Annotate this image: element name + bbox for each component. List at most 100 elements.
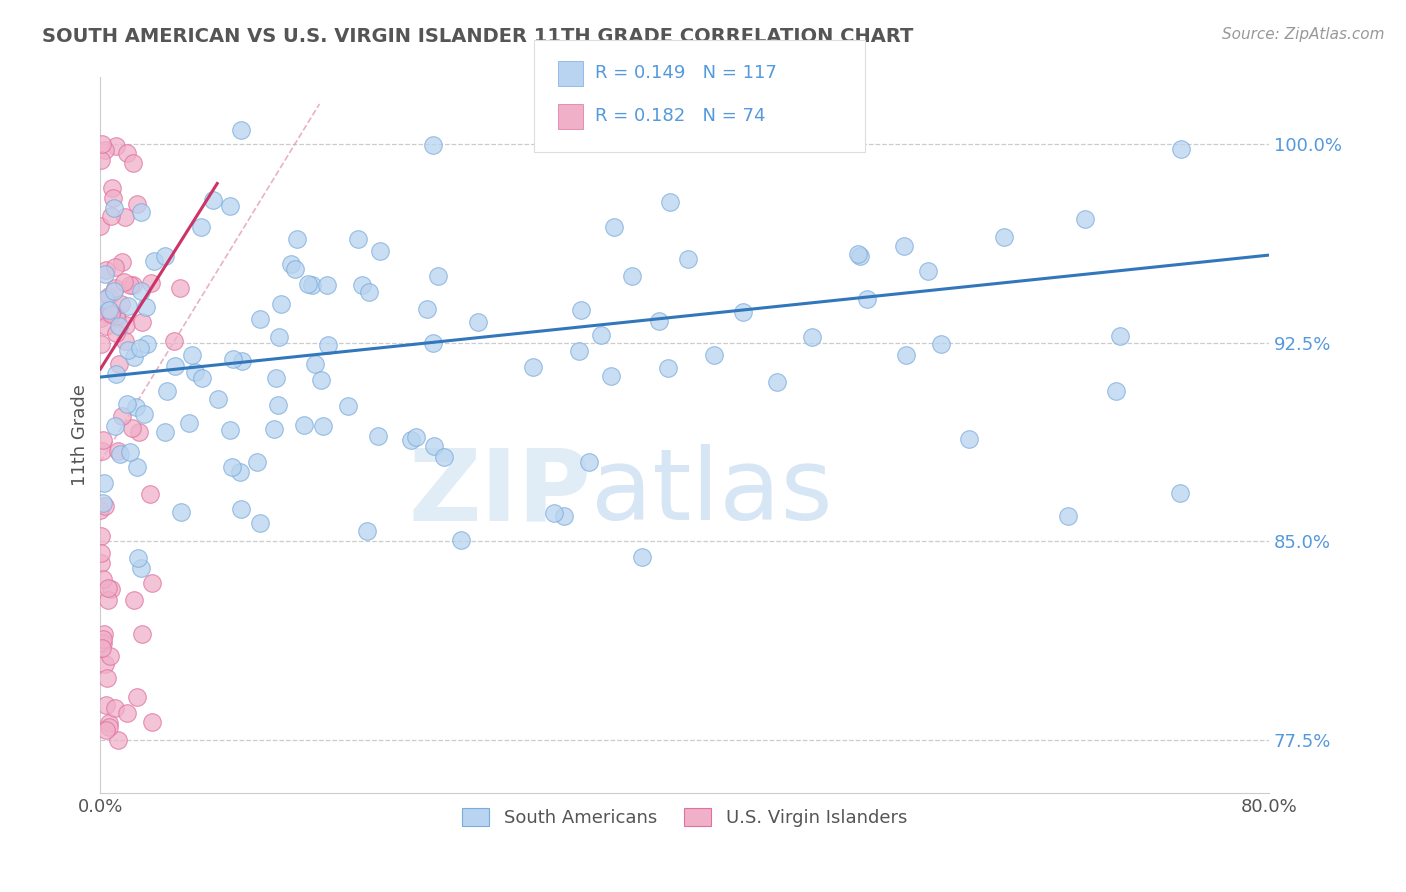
Point [100, 306, 122, 320]
Point [467, 316, 489, 330]
Point [222, 352, 245, 367]
Point [229, 501, 252, 516]
Point [153, 249, 176, 263]
Point [190, 219, 212, 234]
Point [648, 314, 671, 328]
Point [368, 244, 391, 259]
Point [415, 301, 437, 316]
Point [399, 433, 422, 447]
Point [356, 524, 378, 538]
Point [93, 627, 115, 641]
Point [129, 284, 152, 298]
Point [117, 299, 139, 313]
Point [731, 305, 754, 319]
Point [104, 260, 127, 275]
Point [93, 293, 115, 308]
Point [122, 278, 145, 293]
Point [107, 310, 129, 325]
Point [115, 146, 138, 161]
Point [120, 277, 142, 292]
Point [294, 418, 316, 433]
Point [97, 303, 120, 318]
Point [90, 337, 112, 351]
Point [957, 432, 980, 446]
Text: ZIP: ZIP [408, 444, 591, 541]
Point [104, 418, 127, 433]
Point [568, 344, 591, 359]
Point [103, 281, 125, 295]
Point [231, 354, 253, 368]
Point [631, 550, 654, 565]
Text: R = 0.149   N = 117: R = 0.149 N = 117 [595, 64, 776, 82]
Point [264, 371, 287, 385]
Point [122, 592, 145, 607]
Point [93, 292, 115, 306]
Point [263, 422, 285, 436]
Point [96, 671, 118, 685]
Point [91, 495, 114, 509]
Point [249, 311, 271, 326]
Point [124, 401, 146, 415]
Point [703, 348, 725, 362]
Point [122, 156, 145, 170]
Point [367, 429, 389, 443]
Text: Source: ZipAtlas.com: Source: ZipAtlas.com [1222, 27, 1385, 42]
Point [98, 720, 121, 734]
Point [107, 733, 129, 747]
Point [91, 641, 114, 656]
Point [297, 277, 319, 291]
Point [603, 219, 626, 234]
Point [893, 239, 915, 253]
Point [177, 416, 200, 430]
Point [522, 359, 544, 374]
Point [129, 205, 152, 219]
Point [422, 336, 444, 351]
Point [1170, 142, 1192, 156]
Point [107, 319, 129, 334]
Point [115, 318, 138, 333]
Point [856, 292, 879, 306]
Point [135, 301, 157, 315]
Point [269, 329, 291, 343]
Point [107, 443, 129, 458]
Point [103, 701, 125, 715]
Point [191, 371, 214, 385]
Point [111, 255, 134, 269]
Point [115, 397, 138, 411]
Point [229, 123, 252, 137]
Point [207, 392, 229, 406]
Point [591, 327, 613, 342]
Point [94, 657, 117, 672]
Legend: South Americans, U.S. Virgin Islanders: South Americans, U.S. Virgin Islanders [456, 801, 914, 834]
Point [357, 285, 380, 300]
Point [104, 138, 127, 153]
Point [94, 499, 117, 513]
Point [94, 319, 117, 334]
Point [93, 476, 115, 491]
Point [180, 348, 202, 362]
Point [101, 191, 124, 205]
Point [620, 268, 643, 283]
Point [427, 268, 450, 283]
Point [105, 326, 128, 341]
Point [846, 246, 869, 260]
Point [103, 201, 125, 215]
Point [1168, 485, 1191, 500]
Point [309, 373, 332, 387]
Point [219, 199, 242, 213]
Point [135, 336, 157, 351]
Point [153, 425, 176, 440]
Point [917, 264, 939, 278]
Point [131, 627, 153, 641]
Point [543, 506, 565, 520]
Point [156, 384, 179, 399]
Point [1105, 384, 1128, 398]
Point [132, 407, 155, 421]
Point [599, 368, 621, 383]
Point [929, 337, 952, 351]
Point [141, 714, 163, 729]
Point [336, 399, 359, 413]
Point [110, 297, 132, 311]
Point [578, 455, 600, 469]
Point [125, 196, 148, 211]
